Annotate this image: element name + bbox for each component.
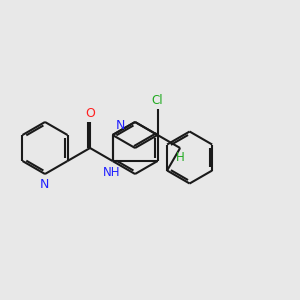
Text: N: N <box>39 178 49 191</box>
Text: O: O <box>85 107 95 120</box>
Text: Cl: Cl <box>152 94 164 107</box>
Text: H: H <box>176 151 184 164</box>
Text: N: N <box>116 119 125 132</box>
Text: NH: NH <box>103 166 120 179</box>
